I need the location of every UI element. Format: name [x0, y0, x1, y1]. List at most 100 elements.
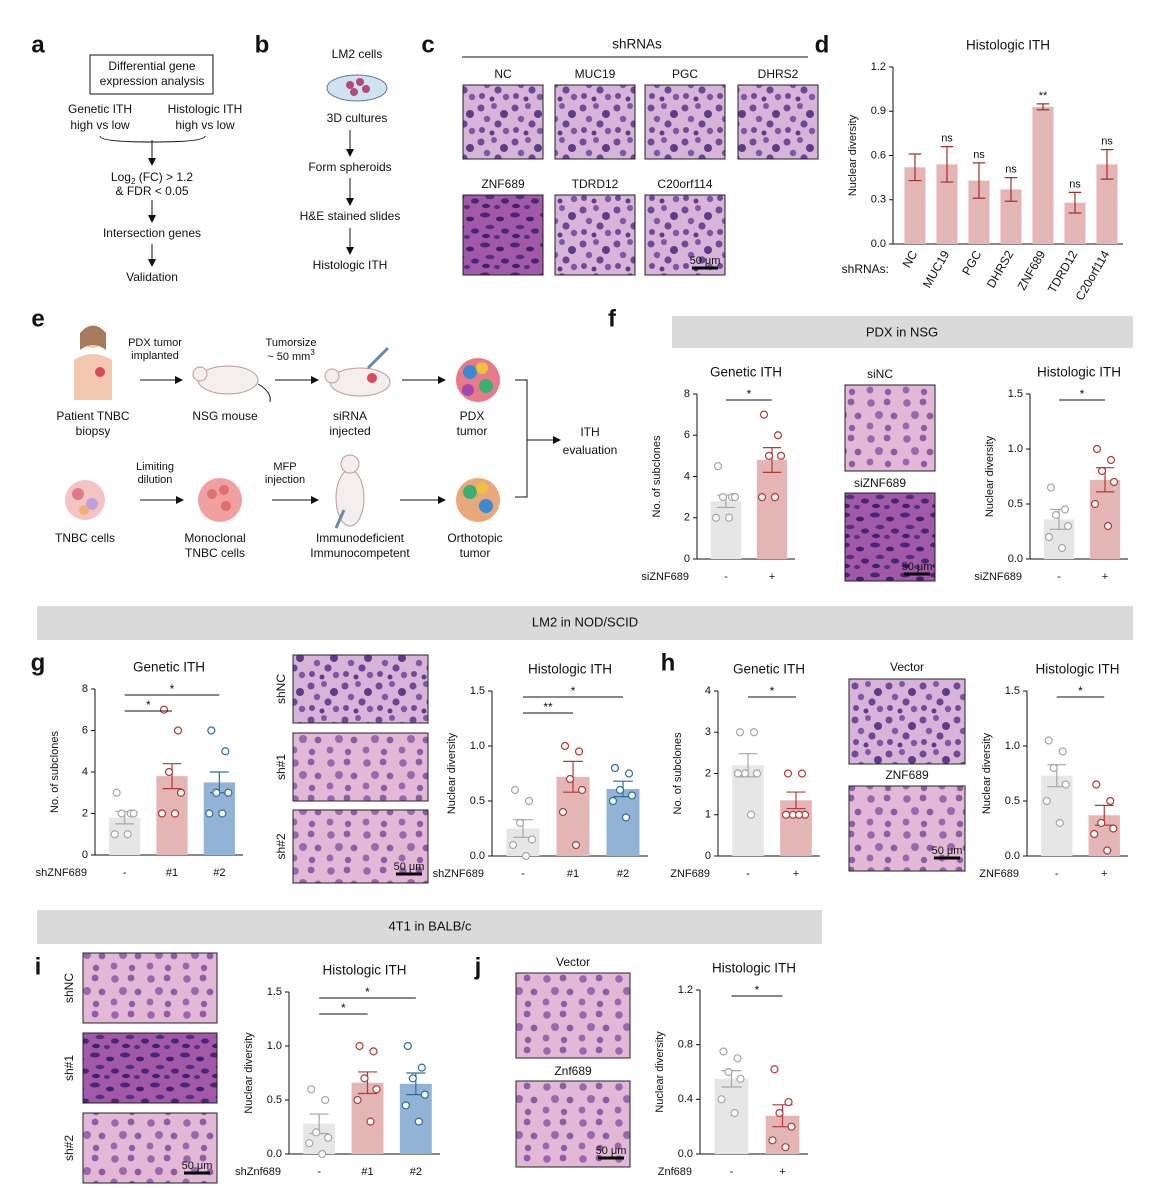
histology-image — [515, 972, 631, 1059]
histology-image — [737, 84, 819, 160]
x-axis-label: shRNAs: — [842, 262, 889, 276]
x-tick-label: PGC — [959, 248, 984, 278]
label: ZNF689 — [885, 768, 929, 782]
label: PDX tumor — [128, 337, 182, 349]
y-tick-label: 1.5 — [1008, 388, 1023, 400]
x-tick-label: + — [1101, 868, 1107, 880]
data-point — [775, 1108, 784, 1118]
data-point — [159, 705, 169, 714]
text: (FC) > 1.2 — [135, 170, 193, 184]
y-tick-label: 0.0 — [267, 1148, 282, 1160]
data-point — [624, 769, 634, 778]
data-point — [730, 1108, 739, 1118]
data-point — [170, 809, 180, 818]
label: Patient TNBC — [56, 409, 129, 423]
data-point — [355, 1041, 364, 1051]
label: Form spheroids — [308, 160, 391, 174]
label: Monoclonal — [184, 531, 245, 545]
connector — [99, 135, 206, 143]
flow-box — [89, 54, 214, 95]
data-point — [157, 809, 167, 818]
data-point — [1106, 455, 1116, 465]
data-point — [1092, 444, 1102, 454]
label: MFP — [273, 461, 296, 473]
bar — [1041, 775, 1073, 856]
significance-label: * — [341, 1001, 346, 1015]
y-tick-label: 6 — [82, 724, 88, 736]
section-title: PDX in NSG — [866, 324, 938, 339]
subscript: 2 — [131, 177, 136, 186]
data-point — [1103, 521, 1113, 531]
section-band — [672, 316, 1133, 348]
y-tick-label: 0.0 — [470, 850, 485, 862]
bar — [1000, 189, 1022, 244]
y-tick-label: 1.0 — [1008, 443, 1023, 455]
data-point — [408, 1074, 417, 1083]
data-point — [360, 1074, 369, 1083]
data-point — [770, 493, 780, 502]
significance-label: * — [1078, 684, 1083, 698]
y-axis-label: Nuclear diversity — [847, 114, 859, 196]
data-point — [224, 788, 233, 797]
histology-image — [848, 678, 966, 765]
chart-title: Histologic ITH — [528, 662, 612, 677]
data-point — [1046, 483, 1056, 492]
dish-icon — [326, 74, 388, 102]
label: DHRS2 — [758, 67, 799, 81]
y-tick-label: 0.0 — [1005, 850, 1020, 862]
x-axis-label: siZNF689 — [641, 571, 689, 583]
label: LM2 cells — [332, 47, 383, 61]
y-tick-label: 1.2 — [678, 984, 693, 996]
error-bar — [972, 162, 986, 199]
chart-title: Histologic ITH — [1035, 662, 1119, 677]
image-label: sh#2 — [62, 1135, 76, 1161]
significance-label: ns — [1069, 178, 1081, 190]
panel-label: j — [474, 953, 482, 980]
scale-bar-label: 50 μm — [182, 1160, 213, 1172]
data-point — [746, 810, 756, 819]
histology-image — [82, 1112, 218, 1184]
data-point — [558, 807, 568, 817]
label: MUC19 — [575, 67, 616, 81]
data-point — [510, 785, 520, 795]
data-point — [1058, 747, 1067, 756]
tumor-icon — [456, 478, 500, 522]
label: H&E stained slides — [300, 209, 401, 223]
data-point — [752, 769, 762, 778]
data-point — [1090, 829, 1099, 839]
data-point — [403, 1041, 412, 1051]
significance-label: ns — [1005, 164, 1017, 176]
label: expression analysis — [100, 74, 205, 88]
label: injection — [265, 474, 305, 486]
label: PDX — [460, 409, 485, 423]
x-tick-label: + — [769, 571, 775, 583]
data-point — [719, 1047, 728, 1056]
data-point — [1049, 763, 1058, 773]
histology-image — [554, 194, 636, 276]
data-point — [221, 747, 230, 756]
significance-label: * — [146, 698, 151, 712]
y-tick-label: 0 — [705, 850, 711, 862]
y-tick-label: 4 — [684, 470, 690, 482]
bar — [351, 1082, 384, 1154]
data-point — [733, 769, 743, 778]
data-point — [773, 431, 783, 440]
data-point — [372, 1085, 381, 1094]
data-point — [724, 1067, 733, 1077]
label: & FDR < 0.05 — [115, 184, 188, 198]
panel-label: f — [608, 305, 617, 332]
significance-label: ns — [1101, 136, 1113, 148]
cell — [350, 88, 358, 96]
image-label: sh#1 — [62, 1055, 76, 1081]
data-point — [1109, 824, 1118, 833]
label: Validation — [126, 270, 178, 284]
mouse-upright-icon — [334, 454, 365, 529]
cell — [356, 78, 364, 86]
y-tick-label: 0 — [82, 849, 88, 861]
header: shRNAs — [612, 37, 662, 52]
data-point — [1092, 780, 1101, 789]
label: PGC — [672, 67, 698, 81]
scale-bar-label: 50 μm — [394, 861, 425, 873]
label: Differential gene — [108, 59, 195, 73]
y-axis-label: Nuclear diversity — [984, 435, 996, 517]
